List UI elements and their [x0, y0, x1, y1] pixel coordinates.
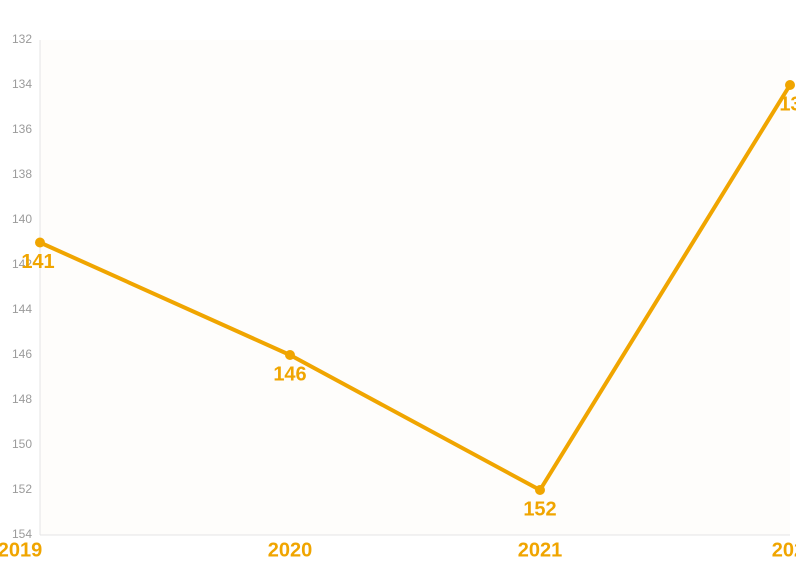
chart-svg: 1321341361381401421441461481501521542019… [0, 0, 796, 575]
data-point-label: 141 [21, 251, 54, 273]
data-point-marker [285, 350, 295, 360]
y-tick-label: 140 [12, 212, 32, 226]
data-point-marker [35, 238, 45, 248]
x-axis-label: 2019 [0, 540, 42, 562]
x-axis-label: 2020 [268, 540, 313, 562]
x-axis-label: 2022 [772, 540, 796, 562]
data-point-label: 152 [523, 499, 556, 521]
x-axis-label: 2021 [518, 540, 563, 562]
line-chart: 1321341361381401421441461481501521542019… [0, 0, 796, 575]
y-tick-label: 134 [12, 77, 32, 91]
y-tick-label: 136 [12, 122, 32, 136]
y-tick-label: 146 [12, 347, 32, 361]
y-tick-label: 138 [12, 167, 32, 181]
data-point-marker [785, 80, 795, 90]
data-point-marker [535, 485, 545, 495]
y-tick-label: 152 [12, 482, 32, 496]
y-tick-label: 144 [12, 302, 32, 316]
y-tick-label: 148 [12, 392, 32, 406]
y-tick-label: 150 [12, 437, 32, 451]
data-point-label: 146 [273, 364, 306, 386]
y-tick-label: 132 [12, 32, 32, 46]
data-point-label: 134 [779, 94, 796, 116]
